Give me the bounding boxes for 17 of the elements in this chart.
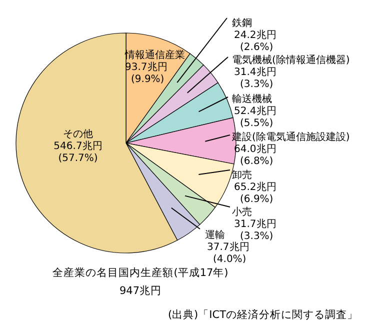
data-label: 31.7兆円 (3.3%) bbox=[234, 218, 276, 242]
data-label: 65.2兆円 (6.9%) bbox=[234, 181, 276, 205]
data-label: 31.4兆円 (3.3%) bbox=[234, 66, 276, 90]
data-label: 37.7兆円 (4.0%) bbox=[207, 241, 250, 265]
data-label: 24.2兆円 (2.6%) bbox=[234, 29, 276, 53]
text: 947兆円 bbox=[118, 284, 163, 298]
text: 全産業の名目国内生産額(平成17年) bbox=[52, 266, 230, 280]
slice-label: 小売 bbox=[232, 206, 252, 218]
slice-label: 運輸 bbox=[205, 229, 225, 241]
data-label: 546.7兆円 (57.7%) bbox=[54, 140, 102, 164]
slice-label: 輸送機械 bbox=[232, 93, 272, 105]
slice-label: 電気機械(除情報通信機器) bbox=[232, 54, 350, 66]
slice-label: 鉄鋼 bbox=[232, 17, 252, 29]
slice-label: その他 bbox=[63, 128, 93, 140]
slice-label: 卸売 bbox=[232, 169, 252, 181]
text: (出典)「ICTの経済分析に関する調査」 bbox=[168, 308, 358, 322]
data-label: 52.4兆円 (5.5%) bbox=[234, 105, 276, 129]
